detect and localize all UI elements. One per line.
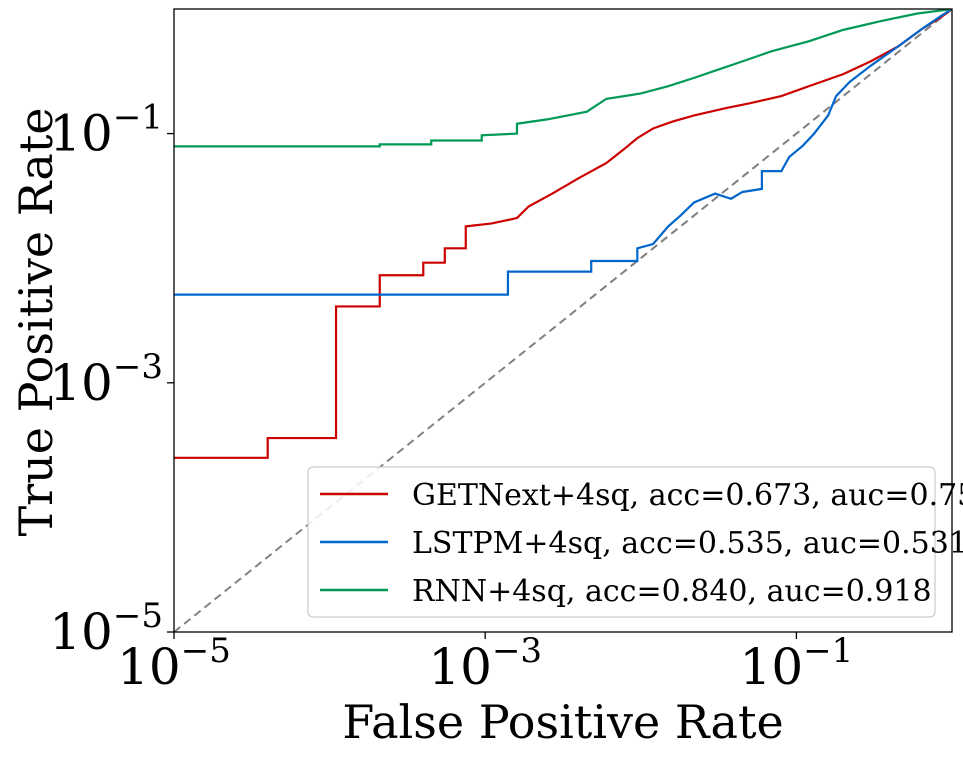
series-line-1	[174, 9, 952, 296]
y-axis-title: True Positive Rate	[9, 107, 63, 536]
legend-label-1: LSTPM+4sq, acc=0.535, auc=0.531	[412, 526, 963, 561]
plot-frame	[173, 8, 953, 633]
series-line-0	[174, 9, 952, 459]
x-axis-ticks: 10−5 10−3 10−1	[117, 631, 853, 696]
legend: GETNext+4sq, acc=0.673, auc=0.751 LSTPM+4…	[307, 466, 963, 618]
diagonal-reference-line	[173, 8, 953, 633]
x-tick-label: 10−5	[117, 631, 231, 696]
series-line-2	[174, 9, 952, 148]
plot-area	[173, 8, 953, 633]
legend-label-0: GETNext+4sq, acc=0.673, auc=0.751	[412, 478, 963, 513]
x-axis-title: False Positive Rate	[342, 695, 783, 749]
y-tick-label: 10−1	[49, 98, 163, 163]
x-tick-label: 10−1	[740, 631, 854, 696]
legend-box	[307, 466, 936, 618]
y-tick-label: 10−5	[49, 596, 163, 661]
x-tick-label: 10−3	[428, 631, 542, 696]
y-axis-ticks: 10−5 10−3 10−1	[49, 98, 174, 661]
y-tick-label: 10−3	[49, 347, 163, 412]
legend-label-2: RNN+4sq, acc=0.840, auc=0.918	[412, 574, 932, 609]
